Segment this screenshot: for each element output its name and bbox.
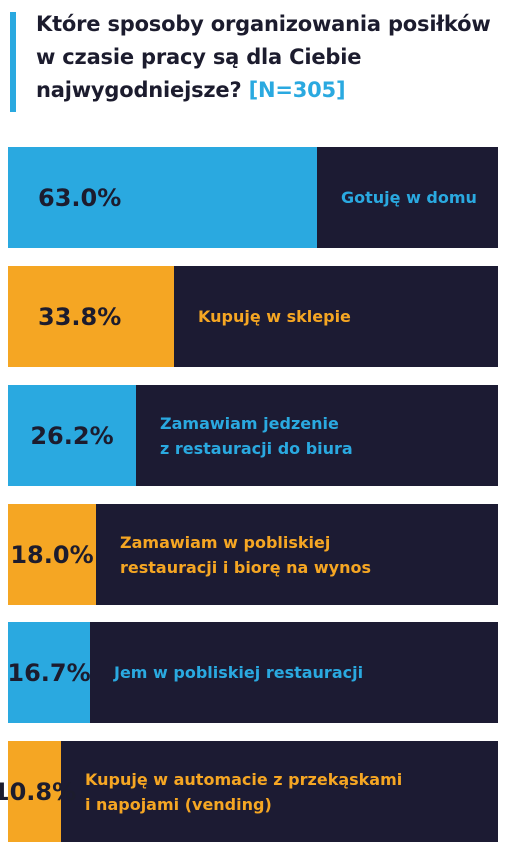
bar-fill	[8, 266, 174, 367]
bar-fill	[8, 741, 61, 842]
bar-category-label: Jem w pobliskiej restauracji	[114, 663, 364, 682]
bar-category-label: Zamawiam jedzenie z restauracji do biura	[160, 413, 353, 458]
bar-value-label: 16.7%	[7, 658, 91, 687]
bar-fill	[8, 622, 90, 723]
bar-category-label: Gotuję w domu	[341, 188, 477, 207]
bar-fill	[8, 385, 136, 486]
bar-row: 33.8% Kupuję w sklepie	[8, 266, 498, 367]
bar-row: 16.7% Jem w pobliskiej restauracji	[7, 622, 498, 723]
sample-size-label: [N=305]	[248, 78, 346, 102]
title-accent-bar	[10, 12, 16, 112]
bar-category-label: Kupuję w automacie z przekąskami i napoj…	[85, 769, 403, 814]
chart-title-text: Które sposoby organizowania posiłków w c…	[36, 12, 491, 102]
bar-row: 63.0% Gotuję w domu	[8, 147, 498, 248]
bar-value-label: 26.2%	[30, 421, 114, 450]
bar-row: 26.2% Zamawiam jedzenie z restauracji do …	[8, 385, 498, 486]
bar-value-label: 18.0%	[10, 540, 94, 569]
bar-category-label: Kupuję w sklepie	[198, 307, 351, 326]
bar-row: 18.0% Zamawiam w pobliskiej restauracji i…	[8, 504, 498, 605]
bar-fill	[8, 504, 96, 605]
bar-fill	[8, 147, 317, 248]
bar-value-label: 63.0%	[38, 183, 122, 212]
bar-row: 10.8% Kupuję w automacie z przekąskami i …	[0, 741, 498, 842]
bar-value-label: 33.8%	[38, 302, 122, 331]
bar-category-label: Zamawiam w pobliskiej restauracji i bior…	[120, 532, 371, 577]
chart-title: Które sposoby organizowania posiłków w c…	[36, 8, 496, 107]
bar-value-label: 10.8%	[0, 777, 77, 806]
